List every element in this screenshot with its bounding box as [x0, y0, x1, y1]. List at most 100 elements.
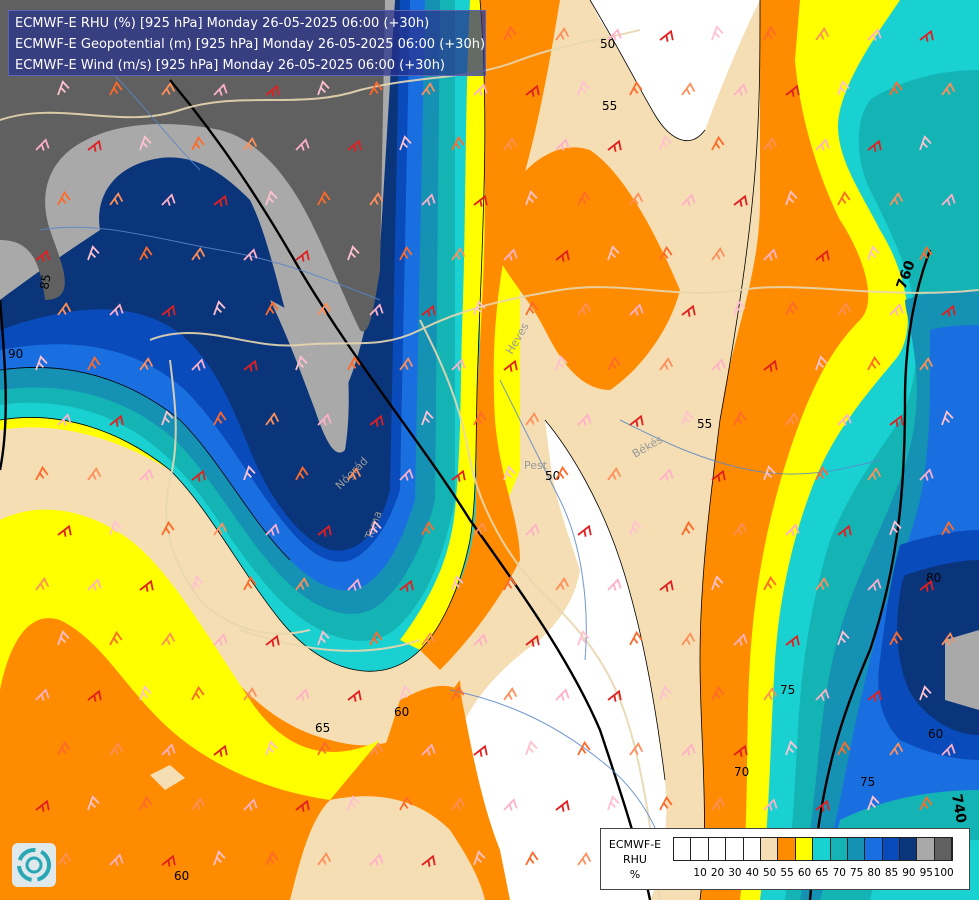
wind-barb: [347, 689, 362, 702]
wind-barb: [109, 630, 123, 646]
wind-barb: [317, 851, 332, 866]
wind-barb: [57, 524, 72, 537]
wind-barb: [473, 850, 486, 866]
legend-swatch: [726, 838, 744, 860]
wind-barb: [243, 359, 258, 372]
wind-barb: [109, 853, 124, 866]
legend-swatch: [795, 838, 814, 860]
wind-barb: [503, 798, 518, 811]
wind-barb: [139, 685, 152, 701]
title-line-rhu: ECMWF-E RHU (%) [925 hPa] Monday 26-05-2…: [15, 16, 430, 31]
wind-barb: [87, 795, 100, 811]
wind-barb: [399, 685, 412, 701]
wind-barb: [733, 83, 748, 96]
legend-swatch: [708, 838, 727, 860]
wind-barb: [503, 25, 517, 41]
legend-tick-label: 100: [933, 867, 954, 879]
wind-barb: [35, 249, 50, 262]
legend-swatch: [778, 838, 796, 860]
wind-barb: [659, 468, 674, 481]
wind-barb: [295, 138, 310, 151]
wind-barb: [919, 356, 934, 371]
wind-barb: [161, 743, 176, 756]
wind-barb: [763, 359, 778, 372]
contour-label: 50: [600, 37, 615, 51]
wind-barb: [473, 194, 488, 207]
wind-barb: [503, 465, 516, 481]
wind-barb-group: [35, 25, 956, 867]
wind-barb: [941, 631, 956, 646]
wind-barb: [473, 300, 486, 316]
map-title-box: ECMWF-E RHU (%) [925 hPa] Monday 26-05-2…: [8, 10, 486, 76]
wind-barb: [867, 578, 882, 591]
wind-barb: [139, 468, 154, 481]
wind-barb: [87, 466, 102, 481]
wind-barb: [87, 139, 102, 152]
wind-barb: [607, 689, 622, 702]
wind-barb: [681, 304, 696, 317]
wind-barb: [785, 300, 799, 316]
legend-tick-label: 65: [815, 867, 829, 879]
legend-tick-label: 40: [745, 867, 759, 879]
wind-barb: [295, 576, 310, 591]
wind-barb: [815, 138, 830, 151]
wind-barb: [577, 524, 592, 537]
legend-tick-label: 70: [832, 867, 846, 879]
wind-barb: [941, 193, 956, 206]
wind-barb: [733, 194, 748, 207]
wind-barb: [681, 193, 696, 206]
wind-barb: [785, 634, 800, 647]
wind-barb: [265, 300, 279, 316]
wind-barb: [265, 850, 279, 866]
wind-barb: [57, 301, 72, 316]
wind-barb: [555, 465, 569, 481]
wind-barb: [837, 740, 851, 756]
wind-barb: [555, 249, 570, 262]
wind-barb: [629, 414, 644, 427]
wind-barb: [867, 139, 882, 152]
wind-barb: [733, 300, 746, 316]
wind-barb: [525, 850, 539, 866]
rhu-area-yellow-central: [400, 0, 485, 650]
wind-barb: [867, 689, 882, 702]
wind-barb: [161, 304, 176, 317]
legend-tick-label: 95: [919, 867, 933, 879]
wind-barb: [451, 796, 466, 811]
wind-barb: [243, 136, 258, 151]
legend-swatch: [917, 838, 935, 860]
legend-tick-label: 85: [884, 867, 899, 879]
legend-swatch: [674, 838, 692, 860]
wind-barb: [867, 355, 881, 371]
wind-barb: [191, 796, 206, 811]
wind-barb: [763, 465, 776, 481]
wind-barb: [451, 135, 465, 151]
wind-barb: [659, 29, 674, 42]
wind-barb: [889, 741, 904, 756]
wind-barb: [213, 633, 228, 646]
wind-barb: [681, 743, 696, 756]
rhu-area-navy-inner: [104, 191, 290, 412]
wind-barb: [317, 190, 331, 206]
wind-barb: [421, 410, 434, 426]
wind-barb: [733, 410, 747, 426]
wind-barb: [347, 466, 362, 481]
wind-barb: [919, 685, 932, 701]
wind-barb: [941, 520, 955, 536]
wind-barb: [317, 630, 330, 646]
wind-barb: [369, 853, 384, 866]
wind-barb: [399, 579, 414, 592]
wind-barb: [815, 465, 829, 481]
wind-barb: [681, 520, 695, 536]
wind-barb: [451, 358, 466, 371]
wind-barb: [161, 193, 176, 206]
wind-barb: [889, 520, 902, 536]
wind-barb: [57, 190, 71, 206]
wind-barb: [35, 465, 49, 481]
legend-unit: %: [629, 868, 641, 881]
wind-barb: [525, 740, 538, 756]
wind-barb: [213, 194, 228, 207]
wind-barb: [57, 740, 71, 756]
wind-barb: [57, 413, 72, 426]
wind-barb: [607, 578, 622, 591]
wind-barb: [577, 740, 591, 756]
